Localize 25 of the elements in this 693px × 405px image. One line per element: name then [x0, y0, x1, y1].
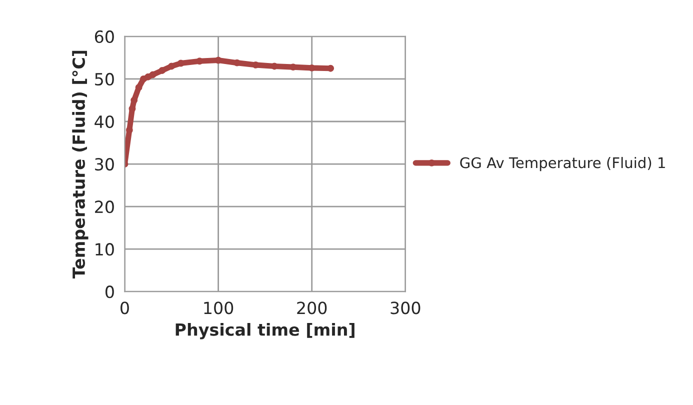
- legend-label: GG Av Temperature (Fluid) 1: [460, 156, 665, 172]
- x-axis-title: Physical time [min]: [176, 323, 354, 340]
- y-tick-label: 50: [95, 72, 114, 86]
- point: [149, 71, 156, 78]
- point: [126, 126, 133, 134]
- x-tick-label: 200: [297, 302, 327, 314]
- y-tick-label: 40: [94, 115, 114, 128]
- x-tick-label: 100: [204, 302, 234, 314]
- y-tick-label: 30: [95, 158, 114, 171]
- point: [128, 105, 136, 112]
- point: [135, 84, 142, 91]
- y-tick-label: 0: [106, 286, 114, 298]
- point: [158, 66, 166, 74]
- point: [168, 62, 175, 70]
- point: [130, 96, 138, 104]
- y-tick-label: 10: [96, 243, 114, 256]
- y-tick-label: 20: [95, 200, 114, 214]
- x-tick-label: 0: [120, 302, 129, 314]
- point: [214, 56, 222, 64]
- point: [327, 64, 334, 72]
- point: [177, 60, 184, 67]
- y-axis-title: Temperature (Fluid) [°C]: [72, 50, 88, 279]
- x-tick-label: 300: [390, 302, 420, 314]
- y-tick-label: 60: [94, 30, 114, 44]
- point: [234, 59, 240, 66]
